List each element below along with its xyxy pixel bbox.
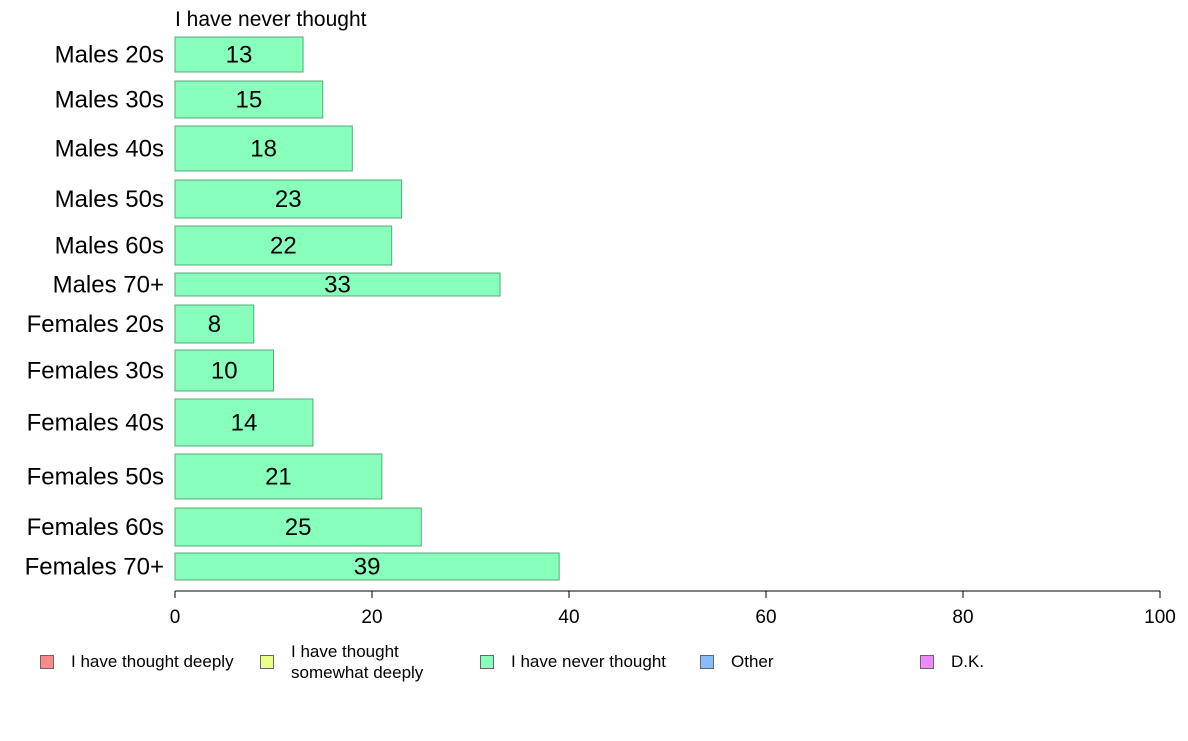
- category-label-males-50s: Males 50s: [55, 186, 164, 213]
- bar-females-60s: [174, 507, 422, 547]
- value-label-males-60s: 22: [270, 233, 297, 260]
- value-label-females-30s: 10: [211, 358, 238, 385]
- value-label-males-20s: 13: [226, 42, 253, 69]
- value-label-females-40s: 14: [231, 410, 258, 437]
- value-label-males-30s: 15: [236, 87, 263, 114]
- x-tick-label-0: 0: [170, 607, 181, 628]
- bar-females-40s: [174, 398, 314, 447]
- bar-males-70plus: [174, 272, 501, 297]
- category-label-females-40s: Females 40s: [27, 410, 164, 437]
- bar-males-40s: [174, 125, 353, 172]
- x-tick-label-20: 20: [361, 607, 382, 628]
- bar-males-20s: [174, 36, 304, 73]
- category-label-females-70plus: Females 70+: [25, 554, 164, 581]
- x-tick-label-60: 60: [755, 607, 776, 628]
- bar-females-50s: [174, 453, 383, 500]
- bar-females-20s: [174, 304, 255, 344]
- category-label-females-30s: Females 30s: [27, 358, 164, 385]
- category-label-males-70plus: Males 70+: [53, 272, 164, 299]
- category-label-females-20s: Females 20s: [27, 311, 164, 338]
- value-label-females-70plus: 39: [354, 554, 381, 581]
- bar-males-50s: [174, 179, 403, 219]
- value-label-males-70plus: 33: [324, 272, 351, 299]
- bar-males-30s: [174, 80, 324, 119]
- category-label-females-50s: Females 50s: [27, 464, 164, 491]
- value-label-females-20s: 8: [208, 311, 221, 338]
- x-tick-label-40: 40: [558, 607, 579, 628]
- x-tick-label-100: 100: [1144, 607, 1176, 628]
- bar-females-70plus: [174, 552, 560, 581]
- x-tick-label-80: 80: [952, 607, 973, 628]
- value-label-males-40s: 18: [250, 136, 277, 163]
- category-label-males-20s: Males 20s: [55, 42, 164, 69]
- bar-males-60s: [174, 225, 393, 266]
- category-label-females-60s: Females 60s: [27, 514, 164, 541]
- panel-title: I have never thought: [175, 8, 367, 31]
- category-label-males-60s: Males 60s: [55, 233, 164, 260]
- bar-females-30s: [174, 349, 274, 392]
- value-label-females-60s: 25: [285, 514, 312, 541]
- category-label-males-30s: Males 30s: [55, 87, 164, 114]
- category-label-males-40s: Males 40s: [55, 136, 164, 163]
- value-label-males-50s: 23: [275, 186, 302, 213]
- value-label-females-50s: 21: [265, 464, 292, 491]
